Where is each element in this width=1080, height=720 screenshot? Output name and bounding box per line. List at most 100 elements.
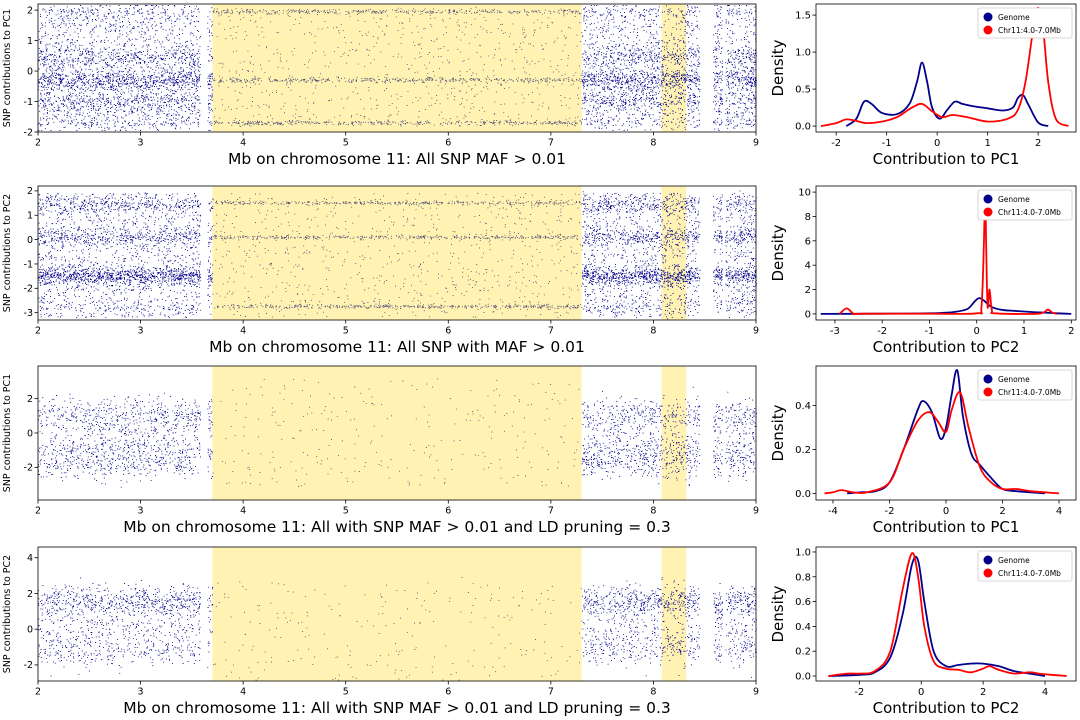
legend-marker bbox=[983, 207, 993, 217]
x-tick-label: 7 bbox=[548, 138, 554, 149]
x-tick-label: 0 bbox=[943, 506, 949, 517]
snp-points-genome bbox=[38, 5, 757, 131]
x-tick-label: -1 bbox=[882, 138, 892, 149]
y-tick-label: 0 bbox=[27, 428, 33, 439]
y-tick-label: 0.0 bbox=[795, 489, 811, 500]
plot-frame bbox=[815, 546, 1077, 682]
x-tick-label: 6 bbox=[445, 326, 451, 337]
y-tick-label: 1 bbox=[27, 211, 33, 222]
y-tick-label: 4 bbox=[805, 261, 811, 272]
y-tick-label: 0.5 bbox=[795, 85, 811, 96]
legend: Genome Chr11:4.0-7.0Mb bbox=[977, 369, 1073, 401]
x-tick-label: -2 bbox=[877, 326, 887, 337]
x-tick-label: 3 bbox=[138, 687, 144, 698]
x-axis-label: Mb on chromosome 11: All with SNP MAF > … bbox=[123, 518, 671, 536]
y-tick-label: 0.4 bbox=[795, 622, 811, 633]
x-tick-label: 4 bbox=[240, 687, 246, 698]
y-tick-label: 0.8 bbox=[795, 572, 811, 583]
legend-marker bbox=[983, 568, 993, 578]
x-tick-label: 1 bbox=[984, 138, 990, 149]
density-curve-genome bbox=[828, 555, 1046, 677]
x-tick-label: 2 bbox=[1068, 326, 1074, 337]
highlight-region bbox=[212, 186, 582, 320]
x-tick-label: 1 bbox=[1021, 326, 1027, 337]
legend-marker bbox=[983, 25, 993, 35]
x-tick-label: -2 bbox=[884, 506, 894, 517]
y-tick-label: 8 bbox=[805, 212, 811, 223]
legend-entry: Chr11:4.0-7.0Mb bbox=[998, 569, 1061, 578]
y-tick-label: 2 bbox=[27, 5, 33, 16]
y-axis-label: Density bbox=[769, 585, 787, 642]
plot-frame bbox=[815, 3, 1077, 133]
snp-points-genome bbox=[38, 386, 757, 488]
x-tick-label: -3 bbox=[830, 326, 840, 337]
y-tick-label: -2 bbox=[24, 463, 33, 474]
density-curve-region bbox=[824, 391, 1060, 495]
x-tick-label: 7 bbox=[548, 326, 554, 337]
y-tick-label: 6 bbox=[805, 236, 811, 247]
x-tick-label: 9 bbox=[753, 138, 759, 149]
highlight-region bbox=[661, 547, 687, 681]
x-tick-label: 2 bbox=[980, 687, 986, 698]
snp-points bbox=[38, 378, 757, 488]
legend-entry: Genome bbox=[998, 13, 1030, 22]
x-tick-label: 2 bbox=[999, 506, 1005, 517]
y-tick-label: 0.2 bbox=[795, 647, 811, 658]
y-tick-label: -2 bbox=[24, 284, 33, 295]
density-curve-region bbox=[828, 552, 1067, 677]
legend-marker bbox=[983, 12, 993, 22]
y-tick-label: 4 bbox=[27, 553, 33, 564]
snp-scatter-panel: 2 3 4 5 6 7 8 9 -2 -1 0 1 2 Mb on chromosome 11: All … bbox=[2, 3, 759, 168]
density-panel: -4 -2 0 2 4 0.0 0.2 0.4 Genome Chr11:4.0-7.0Mb Con… bbox=[769, 365, 1077, 536]
legend-marker bbox=[983, 374, 993, 384]
density-curve-genome bbox=[820, 297, 1072, 315]
legend-box bbox=[977, 7, 1073, 39]
legend-marker bbox=[983, 387, 993, 397]
plot-frame bbox=[37, 546, 757, 682]
y-axis-label: Density bbox=[769, 39, 787, 96]
y-tick-label: 2 bbox=[27, 186, 33, 197]
y-tick-label: 2 bbox=[27, 394, 33, 405]
x-tick-label: 0 bbox=[974, 326, 980, 337]
x-tick-label: 3 bbox=[138, 326, 144, 337]
legend-marker bbox=[983, 194, 993, 204]
highlight-region bbox=[212, 366, 582, 500]
snp-points bbox=[38, 5, 757, 131]
x-tick-label: 5 bbox=[343, 687, 349, 698]
y-tick-label: 0.2 bbox=[795, 445, 811, 456]
legend-entry: Chr11:4.0-7.0Mb bbox=[998, 388, 1061, 397]
x-axis-label: Mb on chromosome 11: All SNP with MAF > … bbox=[209, 338, 585, 356]
y-tick-label: 0 bbox=[27, 66, 33, 77]
x-tick-label: 2 bbox=[1035, 138, 1041, 149]
x-tick-label: 9 bbox=[753, 506, 759, 517]
x-axis-label: Contribution to PC2 bbox=[873, 699, 1020, 717]
legend-entry: Chr11:4.0-7.0Mb bbox=[998, 26, 1061, 35]
legend-entry: Genome bbox=[998, 195, 1030, 204]
x-tick-label: 6 bbox=[445, 138, 451, 149]
x-tick-label: 3 bbox=[138, 138, 144, 149]
x-tick-label: 2 bbox=[35, 506, 41, 517]
plot-frame bbox=[37, 3, 757, 133]
y-tick-label: 2 bbox=[27, 589, 33, 600]
x-tick-label: 8 bbox=[650, 326, 656, 337]
legend: Genome Chr11:4.0-7.0Mb bbox=[977, 189, 1073, 221]
x-tick-label: 2 bbox=[35, 138, 41, 149]
y-tick-label: -1 bbox=[24, 259, 33, 270]
y-tick-label: 0.4 bbox=[795, 401, 811, 412]
x-tick-label: 2 bbox=[35, 326, 41, 337]
snp-points-region bbox=[212, 192, 583, 318]
plot-frame bbox=[37, 185, 757, 321]
x-tick-label: -2 bbox=[854, 687, 864, 698]
y-tick-label: 10 bbox=[798, 188, 811, 199]
highlight-region bbox=[661, 186, 687, 320]
y-tick-label: 1 bbox=[27, 36, 33, 47]
x-tick-label: -4 bbox=[828, 506, 838, 517]
x-tick-label: 8 bbox=[650, 138, 656, 149]
snp-points-region bbox=[212, 6, 583, 127]
highlight-region bbox=[661, 366, 687, 500]
density-panel: -2 0 2 4 0.0 0.2 0.4 0.6 0.8 1.0 Genome Chr11:4.0-7… bbox=[769, 546, 1077, 717]
x-tick-label: 9 bbox=[753, 687, 759, 698]
y-tick-label: 1.5 bbox=[795, 11, 811, 22]
